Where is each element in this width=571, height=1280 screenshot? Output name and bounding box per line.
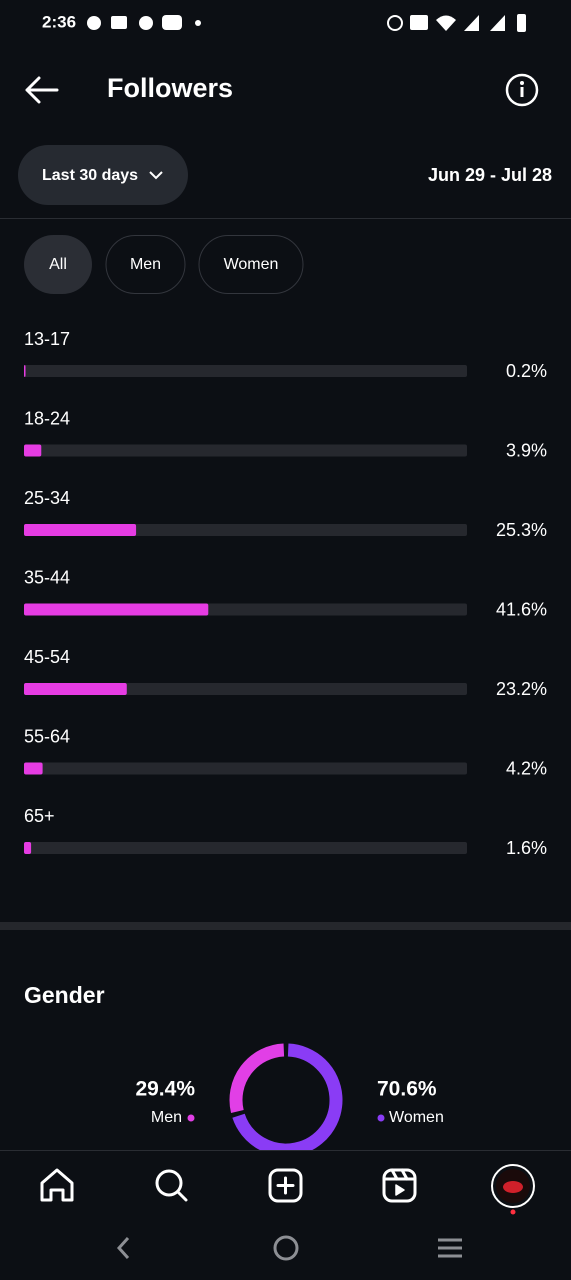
value-label: 4.2% [506,758,547,778]
bar-track [24,365,467,377]
bar-track [24,762,467,775]
age-label: 65+ [24,806,55,826]
bar-track [24,842,467,854]
gender-value: 70.6% [377,1078,437,1101]
dropdown-chevron [149,171,163,180]
back-button[interactable] [25,76,59,104]
gender-name: Men [151,1109,182,1126]
period-dropdown[interactable] [18,145,188,205]
tab-men[interactable] [105,235,186,294]
value-label: 23.2% [496,679,547,699]
bar [24,762,43,775]
tab-label: Women [224,256,279,273]
tab-women[interactable] [198,235,304,294]
sys-home[interactable] [273,1235,299,1261]
gender-name: Women [389,1109,444,1126]
bar [24,365,26,377]
create-icon[interactable] [268,1168,303,1203]
gender-value: 29.4% [135,1078,195,1101]
bar [24,444,42,457]
nav-border [0,1150,571,1151]
divider [0,218,571,219]
donut-slice [229,1043,285,1114]
value-label: 25.3% [496,520,547,540]
section-separator [0,922,571,930]
legend-dot [377,1114,385,1122]
tab-label: All [49,256,67,273]
age-label: 25-34 [24,488,70,508]
bar-track [24,444,467,457]
tab-label: Men [130,256,161,273]
value-label: 41.6% [496,599,547,619]
page-title: Followers [107,73,233,103]
sys-recents[interactable] [438,1238,462,1258]
home-icon[interactable] [40,1168,74,1202]
value-label: 0.2% [506,361,547,381]
bar-track [24,683,467,695]
bar [24,683,127,695]
bar [24,603,209,616]
period-label: Last 30 days [42,167,138,184]
value-label: 1.6% [506,838,547,858]
age-label: 35-44 [24,567,70,587]
status-icons [87,14,526,32]
bar [24,842,32,854]
sys-back[interactable] [116,1236,130,1260]
age-label: 55-64 [24,726,70,746]
value-label: 3.9% [506,440,547,460]
bottom-nav [0,1150,571,1280]
age-label: 45-54 [24,647,70,667]
tab-all[interactable] [24,235,92,294]
legend-dot [187,1114,195,1122]
profile-avatar[interactable] [491,1164,535,1215]
search-icon[interactable] [155,1169,188,1202]
system-nav [116,1235,462,1261]
section-title: Gender [24,982,105,1008]
info-button[interactable] [505,73,539,107]
reels-icon[interactable] [382,1168,417,1203]
bar [24,524,137,536]
date-range: Jun 29 - Jul 28 [428,165,552,185]
donut-slice [232,1043,343,1157]
status-time: 2:36 [42,12,76,31]
age-label: 18-24 [24,408,70,428]
age-label: 13-17 [24,329,70,349]
charts: 13-17 0.2% 18-24 3.9% 25-34 25.3% 35-44 41.6% 45… [24,329,547,1157]
